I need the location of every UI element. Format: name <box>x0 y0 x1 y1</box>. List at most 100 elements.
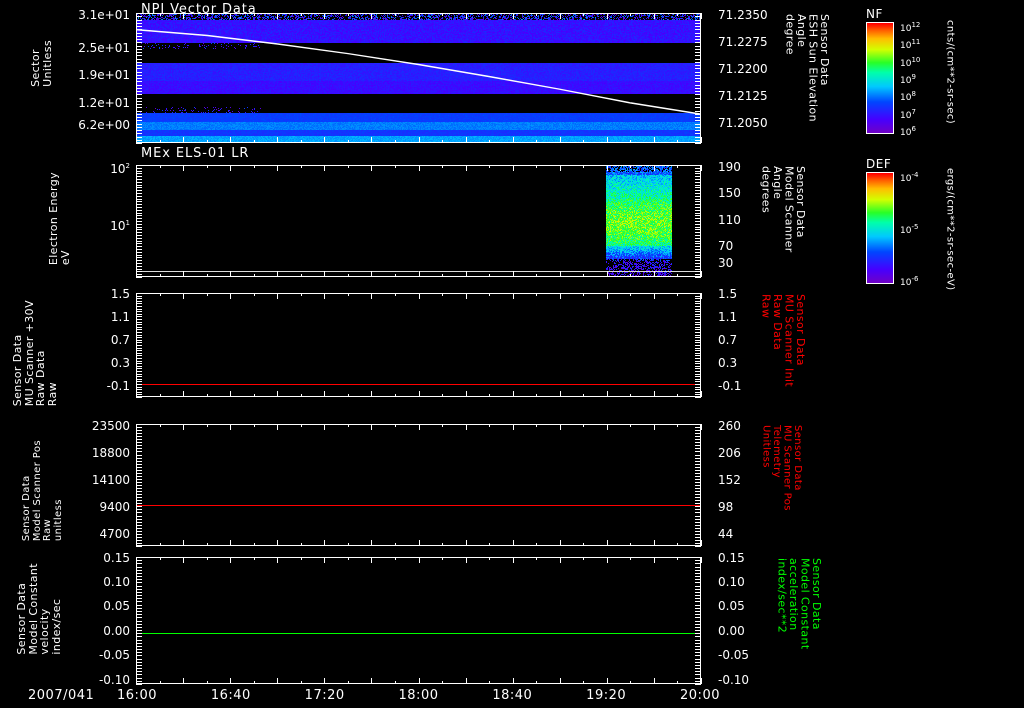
axis-tick <box>136 500 142 502</box>
axis-tick <box>695 218 701 220</box>
axis-tick <box>559 13 561 19</box>
axis-tick <box>695 368 701 370</box>
axis-tick <box>418 165 420 168</box>
axis-tick <box>677 557 679 560</box>
axis-tick <box>136 557 137 563</box>
axis-tick <box>695 636 701 638</box>
axis-tick <box>136 664 142 666</box>
axis-tick <box>418 13 420 16</box>
p5-right-tick-3: 0.00 <box>718 624 745 638</box>
axis-tick <box>136 254 142 256</box>
axis-tick <box>136 595 142 597</box>
p5-right-axis-label: index/sec**2 acceleration Model Constant… <box>775 558 824 650</box>
axis-tick <box>324 293 326 299</box>
axis-tick <box>136 639 142 641</box>
p5-left-tick-5: -0.10 <box>98 673 130 687</box>
axis-tick <box>136 512 142 514</box>
axis-tick <box>136 680 142 682</box>
axis-tick <box>630 274 632 277</box>
axis-tick <box>695 430 701 432</box>
axis-tick <box>206 140 208 143</box>
axis-tick <box>695 645 701 647</box>
axis-tick <box>136 324 142 326</box>
axis-tick <box>136 167 142 169</box>
axis-tick <box>695 376 701 378</box>
axis-tick <box>653 293 655 299</box>
axis-tick <box>695 557 701 558</box>
axis-tick <box>136 104 142 105</box>
axis-tick <box>418 140 420 143</box>
axis-tick <box>695 32 701 34</box>
axis-tick <box>136 454 142 456</box>
axis-tick <box>183 557 185 560</box>
p3-right-label-2: Raw Data <box>771 294 785 351</box>
axis-tick <box>136 143 142 144</box>
axis-tick <box>347 424 349 427</box>
axis-tick <box>695 460 701 462</box>
cb2ticks-label-2: 10-6 <box>900 275 919 288</box>
axis-tick <box>136 469 142 471</box>
axis-tick <box>695 237 701 239</box>
axis-tick <box>183 424 185 427</box>
axis-tick <box>183 165 185 168</box>
axis-tick <box>324 424 326 427</box>
axis-tick <box>559 557 561 563</box>
axis-tick <box>701 540 702 546</box>
axis-tick <box>695 630 701 632</box>
axis-tick <box>695 221 701 222</box>
time-tick-6: 20:00 <box>680 688 720 703</box>
axis-tick <box>277 681 279 684</box>
axis-tick <box>136 569 142 571</box>
axis-tick <box>465 681 467 684</box>
axis-tick <box>536 557 538 560</box>
axis-tick <box>559 293 561 299</box>
axis-tick <box>206 681 208 684</box>
axis-tick <box>136 355 142 357</box>
axis-tick <box>136 445 142 447</box>
axis-tick <box>695 74 701 76</box>
axis-tick <box>695 497 701 499</box>
axis-tick <box>695 347 701 349</box>
axis-tick <box>136 515 142 517</box>
axis-tick <box>136 546 142 547</box>
axis-tick <box>677 165 679 168</box>
axis-tick <box>136 671 142 673</box>
cb1ticks-label-2: 1010 <box>900 55 921 69</box>
axis-tick <box>695 113 701 115</box>
axis-tick <box>136 539 142 541</box>
axis-tick <box>695 190 701 192</box>
p5-right-label-3: index/sec**2 <box>775 558 789 634</box>
axis-tick <box>136 365 142 367</box>
axis-tick <box>695 104 701 105</box>
axis-tick <box>695 389 701 391</box>
axis-tick <box>253 681 255 684</box>
axis-tick <box>695 339 701 341</box>
axis-tick <box>371 424 373 430</box>
axis-tick <box>136 184 142 186</box>
axis-tick <box>465 557 467 563</box>
axis-tick <box>136 123 142 125</box>
cb1ticks-label-5: 107 <box>900 107 916 121</box>
axis-tick <box>300 165 302 168</box>
axis-tick <box>695 655 701 657</box>
axis-tick <box>695 26 701 27</box>
axis-tick <box>489 293 491 296</box>
axis-tick <box>442 557 444 560</box>
axis-tick <box>695 332 701 333</box>
axis-tick <box>695 642 701 644</box>
axis-tick <box>136 170 142 172</box>
axis-tick <box>136 684 142 685</box>
axis-tick <box>442 293 444 296</box>
axis-tick <box>183 293 185 299</box>
axis-tick <box>136 13 142 14</box>
axis-tick <box>695 117 701 118</box>
axis-tick <box>230 165 232 168</box>
p3-right-tick-0: 1.5 <box>718 287 738 301</box>
axis-tick <box>136 235 142 236</box>
axis-tick <box>277 424 279 430</box>
axis-tick <box>371 13 373 16</box>
axis-tick <box>136 448 142 450</box>
axis-tick <box>695 506 701 508</box>
axis-tick <box>653 165 655 171</box>
axis-tick <box>512 424 514 430</box>
